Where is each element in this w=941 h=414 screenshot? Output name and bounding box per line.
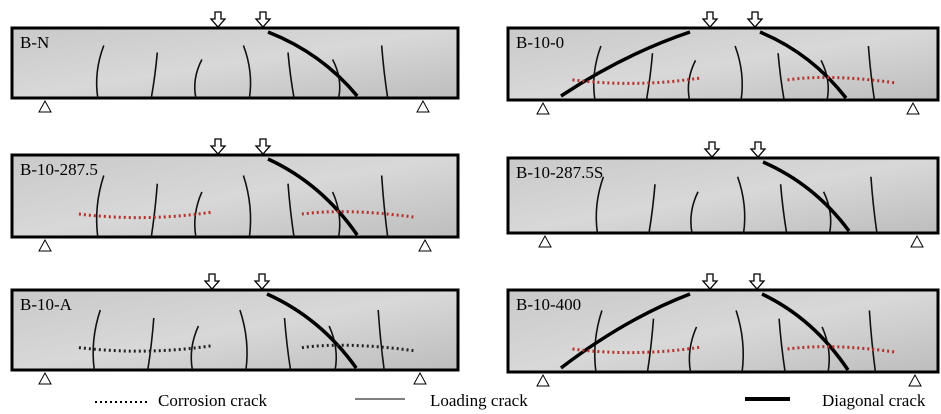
load-arrow bbox=[749, 141, 767, 158]
support bbox=[416, 99, 430, 113]
diagonal-crack bbox=[559, 292, 691, 370]
load-arrow bbox=[701, 11, 719, 28]
loading-crack bbox=[736, 176, 746, 234]
load-arrow bbox=[203, 273, 221, 290]
loading-crack bbox=[648, 184, 656, 234]
loading-crack bbox=[593, 310, 603, 373]
loading-crack bbox=[870, 176, 878, 234]
support bbox=[38, 238, 52, 252]
loading-crack bbox=[734, 45, 744, 101]
loading-crack bbox=[242, 175, 252, 238]
support bbox=[906, 101, 920, 115]
diagonal-crack bbox=[762, 160, 851, 233]
loading-crack bbox=[150, 52, 159, 99]
support bbox=[908, 373, 922, 387]
support bbox=[536, 373, 550, 387]
loading-crack bbox=[779, 184, 788, 234]
loading-crack bbox=[688, 326, 698, 373]
support bbox=[38, 99, 52, 113]
load-arrow bbox=[703, 141, 721, 158]
loading-crack bbox=[328, 325, 338, 371]
loading-crack bbox=[820, 60, 830, 101]
beam-panel: B-N bbox=[10, 11, 460, 113]
loading-crack bbox=[380, 45, 389, 99]
loading-crack bbox=[867, 45, 876, 101]
load-arrow bbox=[748, 273, 766, 290]
support bbox=[413, 371, 427, 385]
loading-crack bbox=[95, 175, 105, 238]
loading-crack bbox=[283, 317, 292, 371]
diagonal-crack bbox=[267, 30, 359, 98]
load-arrow bbox=[253, 273, 271, 290]
support bbox=[418, 238, 432, 252]
load-arrow bbox=[701, 273, 719, 290]
beam-panel: B-10-287.5S bbox=[506, 141, 940, 248]
legend-label: Corrosion crack bbox=[158, 391, 268, 410]
beam-panel: B-10-287.5 bbox=[10, 138, 460, 252]
loading-crack bbox=[95, 45, 105, 99]
loading-crack bbox=[239, 309, 248, 371]
diagonal-crack bbox=[267, 157, 359, 236]
panel-label: B-10-287.5S bbox=[516, 163, 603, 182]
beam bbox=[506, 288, 940, 374]
loading-crack bbox=[92, 309, 102, 371]
load-arrow bbox=[746, 11, 764, 28]
load-arrow bbox=[254, 11, 272, 28]
loading-crack bbox=[150, 183, 159, 238]
panel-label: B-N bbox=[20, 33, 49, 52]
beam-panel: B-10-400 bbox=[506, 273, 940, 387]
diagonal-crack bbox=[266, 292, 358, 370]
load-arrow bbox=[209, 138, 227, 155]
beam bbox=[506, 26, 940, 102]
loading-crack bbox=[778, 318, 786, 373]
loading-crack bbox=[380, 175, 389, 238]
loading-crack bbox=[377, 309, 385, 371]
panel-label: B-10-400 bbox=[516, 295, 581, 314]
loading-crack bbox=[645, 53, 654, 101]
loading-crack bbox=[868, 310, 877, 373]
support bbox=[910, 234, 924, 248]
corrosion-crack bbox=[78, 343, 414, 353]
load-arrow bbox=[254, 138, 272, 155]
loading-crack bbox=[242, 45, 252, 99]
support bbox=[38, 371, 52, 385]
loading-crack bbox=[287, 183, 295, 238]
beam-panel: B-10-0 bbox=[506, 11, 940, 115]
loading-crack bbox=[646, 318, 655, 373]
loading-crack bbox=[777, 53, 785, 101]
beam-panel: B-10-A bbox=[10, 273, 460, 385]
corrosion-crack bbox=[78, 210, 414, 220]
load-arrow bbox=[209, 11, 227, 28]
beam bbox=[10, 26, 460, 100]
loading-crack bbox=[147, 317, 155, 371]
legend-label: Loading crack bbox=[430, 391, 528, 410]
loading-crack bbox=[595, 176, 605, 234]
loading-crack bbox=[592, 45, 602, 101]
beam bbox=[10, 288, 460, 372]
panel-label: B-10-287.5 bbox=[20, 160, 98, 179]
support bbox=[536, 101, 550, 115]
loading-crack bbox=[735, 310, 745, 373]
support bbox=[538, 234, 552, 248]
loading-crack bbox=[822, 191, 832, 234]
beam bbox=[506, 156, 940, 235]
legend-label: Diagonal crack bbox=[822, 391, 926, 410]
loading-crack bbox=[193, 59, 203, 99]
diagonal-crack bbox=[761, 292, 850, 371]
loading-crack bbox=[190, 325, 200, 371]
loading-crack bbox=[821, 326, 831, 373]
diagonal-crack bbox=[759, 30, 848, 100]
panel-label: B-10-0 bbox=[516, 33, 564, 52]
panel-label: B-10-A bbox=[20, 295, 73, 314]
loading-crack bbox=[690, 191, 699, 234]
legend: Corrosion crack Loading crack Diagonal c… bbox=[95, 391, 926, 410]
diagonal-crack bbox=[560, 30, 691, 98]
loading-crack bbox=[287, 52, 295, 99]
